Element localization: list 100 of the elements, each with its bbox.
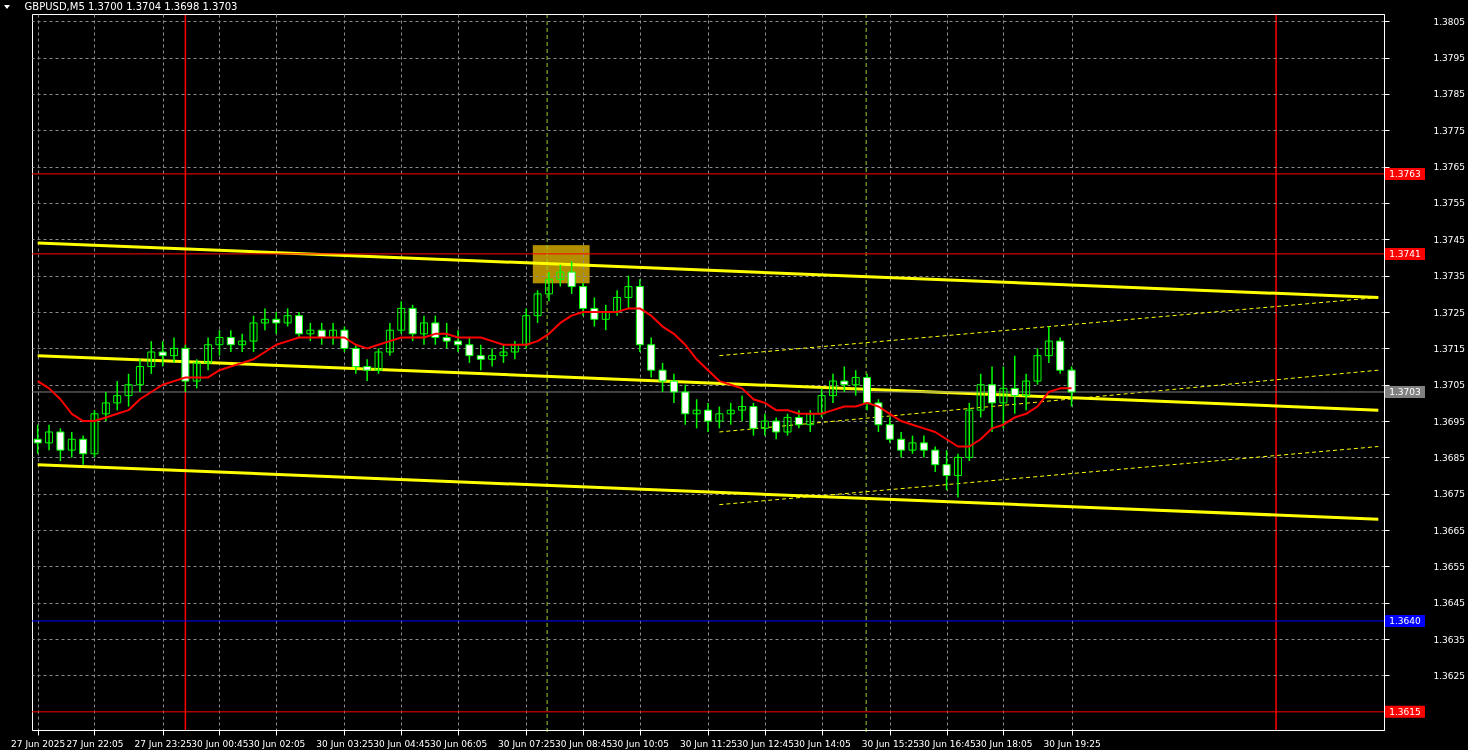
candlestick <box>579 282 588 317</box>
candlestick <box>351 343 360 375</box>
candlestick <box>385 322 394 357</box>
candlestick <box>226 329 235 353</box>
x-tick-label: 30 Jun 14:05 <box>793 738 851 749</box>
candlestick <box>192 358 201 390</box>
y-tick-label: 1.3625 <box>1433 670 1465 681</box>
candlestick <box>158 340 167 368</box>
candlestick <box>738 394 747 422</box>
candlestick <box>431 314 440 346</box>
candlestick <box>760 413 769 437</box>
chart-title: GBPUSD,M5 1.3700 1.3704 1.3698 1.3703 <box>24 1 238 12</box>
y-tick-label: 1.3805 <box>1433 16 1465 27</box>
candlestick <box>249 314 258 353</box>
candlestick <box>476 343 485 371</box>
candlestick <box>56 427 65 462</box>
candlestick <box>374 347 383 375</box>
candlestick <box>135 358 144 393</box>
candlestick <box>533 289 542 324</box>
candlestick <box>442 322 451 350</box>
candlestick <box>885 416 894 444</box>
candlestick <box>419 314 428 346</box>
x-tick-label: 30 Jun 06:05 <box>429 738 488 749</box>
candlestick <box>715 405 724 430</box>
candlestick <box>953 453 962 499</box>
ref-line-label: 1.3640 <box>1389 615 1422 626</box>
candlestick <box>874 398 883 433</box>
candlestick <box>1022 373 1031 411</box>
candlestick <box>79 434 88 466</box>
candlestick <box>1044 325 1053 364</box>
y-tick-label: 1.3785 <box>1433 89 1465 100</box>
candlestick <box>113 380 122 411</box>
x-tick-label: 30 Jun 11:25 <box>679 738 738 749</box>
candlestick <box>499 343 508 364</box>
candlestick <box>681 383 690 426</box>
candlestick <box>942 449 951 491</box>
y-tick-label: 1.3745 <box>1433 234 1465 245</box>
candlestick <box>147 340 156 375</box>
candlestick <box>988 365 997 433</box>
y-tick-label: 1.3665 <box>1433 525 1465 536</box>
candlestick <box>931 445 940 473</box>
x-tick-label: 27 Jun 2025 <box>11 738 66 749</box>
y-tick-label: 1.3755 <box>1433 198 1465 209</box>
x-tick-label: 27 Jun 22:05 <box>66 738 124 749</box>
candlestick <box>851 369 860 397</box>
candlestick <box>828 373 837 404</box>
candlestick <box>658 362 667 393</box>
x-tick-label: 30 Jun 19:25 <box>1043 738 1101 749</box>
candlestick <box>90 409 99 459</box>
candlestick <box>238 333 247 353</box>
candlestick <box>488 347 497 368</box>
candlestick <box>783 413 792 437</box>
candlestick <box>465 336 474 364</box>
candlestick <box>669 373 678 404</box>
candlestick <box>283 307 292 328</box>
x-tick-label: 30 Jun 04:45 <box>373 738 431 749</box>
y-tick-label: 1.3675 <box>1433 489 1465 500</box>
candlestick <box>45 423 54 451</box>
y-tick-label: 1.3715 <box>1433 343 1465 354</box>
candlestick <box>1010 354 1019 415</box>
y-tick-label: 1.3735 <box>1433 271 1465 282</box>
candlestick <box>772 416 781 440</box>
candlestick <box>306 322 315 342</box>
candlestick <box>363 358 372 382</box>
y-tick-label: 1.3655 <box>1433 561 1465 572</box>
y-tick-label: 1.3705 <box>1433 380 1465 391</box>
candlestick <box>601 304 610 331</box>
candlestick <box>919 434 928 459</box>
candlestick <box>556 264 565 288</box>
candlestick <box>260 307 269 331</box>
y-tick-label: 1.3775 <box>1433 125 1465 136</box>
candlestick <box>170 336 179 364</box>
y-tick-label: 1.3635 <box>1433 634 1465 645</box>
candlestick <box>124 373 133 408</box>
candlestick <box>976 373 985 419</box>
x-tick-label: 30 Jun 10:05 <box>611 738 669 749</box>
candlestick <box>794 409 803 430</box>
ref-line-label: 1.3615 <box>1389 706 1421 717</box>
candlestick <box>340 325 349 353</box>
x-tick-label: 30 Jun 18:05 <box>975 738 1033 749</box>
candlestick <box>1033 347 1042 386</box>
x-tick-label: 30 Jun 07:25 <box>498 738 556 749</box>
candlestick <box>522 307 531 350</box>
candlestick <box>1067 365 1076 408</box>
candlestick <box>840 365 849 393</box>
candlestick <box>999 365 1008 430</box>
candlestick <box>704 402 712 433</box>
ref-line-label: 1.3741 <box>1389 248 1421 259</box>
candlestick <box>454 329 463 353</box>
candlestick <box>624 274 633 310</box>
candlestick <box>215 329 224 357</box>
x-tick-label: 30 Jun 03:25 <box>316 738 374 749</box>
candlestick <box>965 402 974 462</box>
y-tick-label: 1.3765 <box>1433 162 1465 173</box>
candlestick <box>294 311 303 339</box>
candlestick <box>272 311 281 335</box>
candlestick <box>908 434 917 455</box>
x-tick-label: 27 Jun 23:25 <box>134 738 192 749</box>
candlestick <box>806 409 815 433</box>
y-tick-label: 1.3725 <box>1433 307 1465 318</box>
